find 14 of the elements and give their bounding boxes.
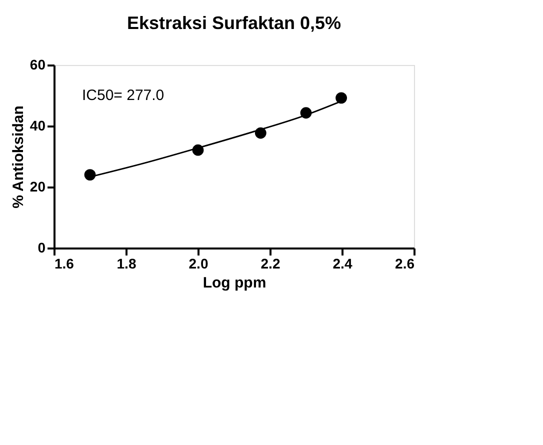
x-tick-label: 1.6 <box>54 256 74 272</box>
y-axis-title: % Antioksidan <box>10 106 27 208</box>
x-tick-label: 2.0 <box>188 256 208 272</box>
chart-title: Ekstraksi Surfaktan 0,5% <box>126 13 342 33</box>
x-tick-label: 2.4 <box>332 256 352 272</box>
y-tick-label: 20 <box>30 178 46 194</box>
x-tick-label: 2.2 <box>260 256 280 272</box>
x-tick-label: 2.6 <box>395 256 415 272</box>
annotation: IC50= 277.0 <box>82 87 164 104</box>
y-tick-label: 60 <box>30 56 46 72</box>
y-tick-label: 40 <box>30 118 46 134</box>
y-tick-label: 0 <box>38 240 46 256</box>
x-tick-label: 1.8 <box>116 256 136 272</box>
x-axis-title: Log ppm <box>202 274 266 292</box>
